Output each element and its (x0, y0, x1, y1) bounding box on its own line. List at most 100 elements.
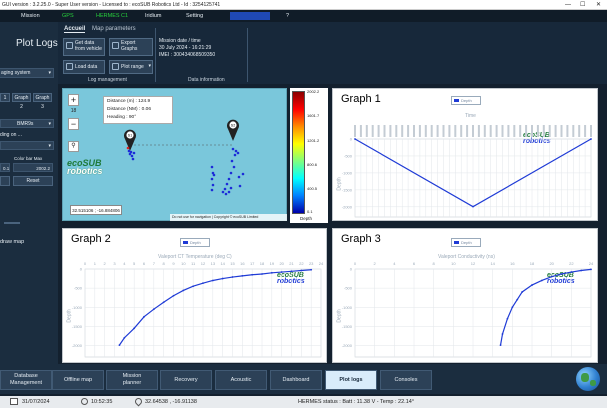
marker-s2-icon[interactable]: S2 (227, 119, 239, 141)
x-tick-label (448, 125, 451, 137)
x-tick-label: 19 (270, 261, 275, 266)
draw-map-button[interactable]: draw map (0, 239, 25, 245)
x-tick-label: 2 (104, 261, 107, 266)
menu-setting[interactable]: Setting (186, 13, 204, 19)
data-point (590, 268, 592, 271)
data-point (143, 315, 145, 318)
tab-accueil[interactable]: Accueil (64, 26, 86, 33)
graph-3-x-title: Valeport Conductivity (ns) (438, 254, 495, 260)
logo-text-top: ecoSUB (67, 158, 102, 168)
nav-recovery[interactable]: Recovery (160, 370, 212, 390)
heading-value: Heading : 90° (107, 115, 137, 120)
data-point (280, 271, 283, 273)
x-tick-label (365, 125, 368, 137)
ribbon-divider (155, 28, 156, 82)
color-max-input[interactable]: 2002.2 (13, 163, 53, 172)
loading-dropdown[interactable]: ▾ (0, 141, 54, 150)
x-tick-label: 5 (133, 261, 136, 266)
data-information-label: Data information (188, 77, 225, 83)
nav-offline-map[interactable]: Offline map (52, 370, 104, 390)
logs-system-dropdown[interactable]: aging system ▾ (0, 68, 54, 78)
globe-icon[interactable] (576, 367, 600, 391)
menu-hidden-item[interactable] (230, 12, 270, 20)
x-tick-label: 6 (143, 261, 146, 266)
colorbar-ticks: 2002.2 1601.7 1201.2 800.6 400.5 0.1 (307, 88, 327, 223)
minimize-button[interactable]: — (565, 2, 571, 8)
data-point (270, 271, 273, 274)
data-point (590, 138, 592, 140)
maximize-button[interactable]: ☐ (580, 2, 586, 8)
graph-3-legend[interactable]: Depth (451, 238, 481, 247)
x-tick-label: 14 (220, 261, 225, 266)
zoom-level: 18 (70, 108, 77, 114)
apply-button[interactable] (0, 176, 10, 186)
menu-help[interactable]: ? (286, 13, 290, 19)
tab-map-parameters[interactable]: Map parameters (92, 26, 136, 32)
chevron-down-icon: ▾ (48, 143, 51, 149)
zoom-out-button[interactable]: − (68, 118, 79, 130)
plot-range-dropdown[interactable]: Plot range ▾ (109, 60, 153, 74)
slider-handle[interactable] (4, 222, 20, 224)
data-point (516, 298, 519, 301)
graph-1-legend[interactable]: Depth (451, 96, 481, 105)
color-bar-max-label: Color bar Max (14, 156, 43, 161)
graph-1-x-title: Time (465, 113, 476, 119)
y-tick-label: -500 (344, 153, 353, 158)
zoom-in-button[interactable]: + (68, 94, 79, 106)
load-data-button[interactable]: Load data (63, 60, 105, 74)
nav-database-management[interactable]: Database Management (0, 370, 52, 390)
x-tick-label: 22 (299, 261, 304, 266)
nav-plot-logs[interactable]: Plot logs (325, 370, 377, 390)
log-file-dropdown[interactable]: BMR9s ▾ (0, 119, 54, 128)
x-tick-label (566, 125, 569, 137)
graph-2-legend[interactable]: Depth (180, 238, 210, 247)
chevron-down-icon: ▾ (48, 121, 51, 127)
graph-2-button[interactable]: Graph 2 (12, 93, 31, 110)
x-tick-label: 4 (123, 261, 126, 266)
color-min-input[interactable]: 0.1 (0, 163, 10, 172)
x-tick-label (383, 125, 386, 137)
chart-icon (112, 63, 119, 70)
logo-text-bottom: robotics (523, 138, 551, 145)
graph-3-logo: ecoSUB robotics (547, 272, 575, 285)
x-tick-label (430, 125, 433, 137)
logo-text-bottom: robotics (277, 278, 305, 285)
x-tick-label: 7 (153, 261, 156, 266)
plot-range-label: Plot range (121, 64, 144, 70)
bottom-navigation: Database Management Offline map Mission … (0, 364, 607, 394)
nav-dashboard[interactable]: Dashboard (270, 370, 322, 390)
marker-s1-icon[interactable]: S1 (124, 129, 136, 151)
x-tick-label (454, 125, 457, 137)
nav-mission-planner[interactable]: Mission planner (106, 370, 158, 390)
graph-2-x-title: Valeport CT Temperature (deg C) (158, 254, 232, 260)
nav-consoles[interactable]: Consoles (380, 370, 432, 390)
nav-acoustic[interactable]: Acoustic (215, 370, 267, 390)
reset-button[interactable]: Reset (13, 176, 53, 186)
x-tick-label (418, 125, 421, 137)
graph-1-button[interactable]: 1 (0, 93, 10, 102)
get-data-button[interactable]: Get data from vehicle (63, 38, 105, 56)
x-tick-label: 24 (319, 261, 324, 266)
data-point (540, 279, 543, 282)
data-point (241, 274, 244, 277)
menu-gps[interactable]: GPS (62, 13, 74, 19)
close-button[interactable]: ✕ (596, 2, 602, 8)
menu-hermes[interactable]: HERMES C1 (96, 13, 129, 19)
menu-iridium[interactable]: Iridium (145, 13, 162, 19)
data-point (550, 275, 553, 278)
data-point (560, 273, 563, 275)
graph-3-button[interactable]: Graph 3 (33, 93, 52, 110)
menu-mission[interactable]: Mission (21, 13, 40, 19)
x-tick-label: 11 (191, 261, 196, 266)
export-graphs-button[interactable]: Export Graphs (109, 38, 153, 56)
map-panel[interactable]: + 18 − ⚲ Distance (m) : 124.9 Distance (… (62, 88, 287, 221)
export-graphs-label: Export Graphs (121, 40, 138, 52)
search-location-button[interactable]: ⚲ (68, 141, 79, 152)
data-point (300, 269, 303, 272)
x-tick-label: 0 (84, 261, 87, 266)
y-tick-label: -500 (344, 286, 353, 291)
data-point (133, 327, 136, 330)
data-point (231, 276, 234, 278)
data-point (162, 301, 165, 304)
